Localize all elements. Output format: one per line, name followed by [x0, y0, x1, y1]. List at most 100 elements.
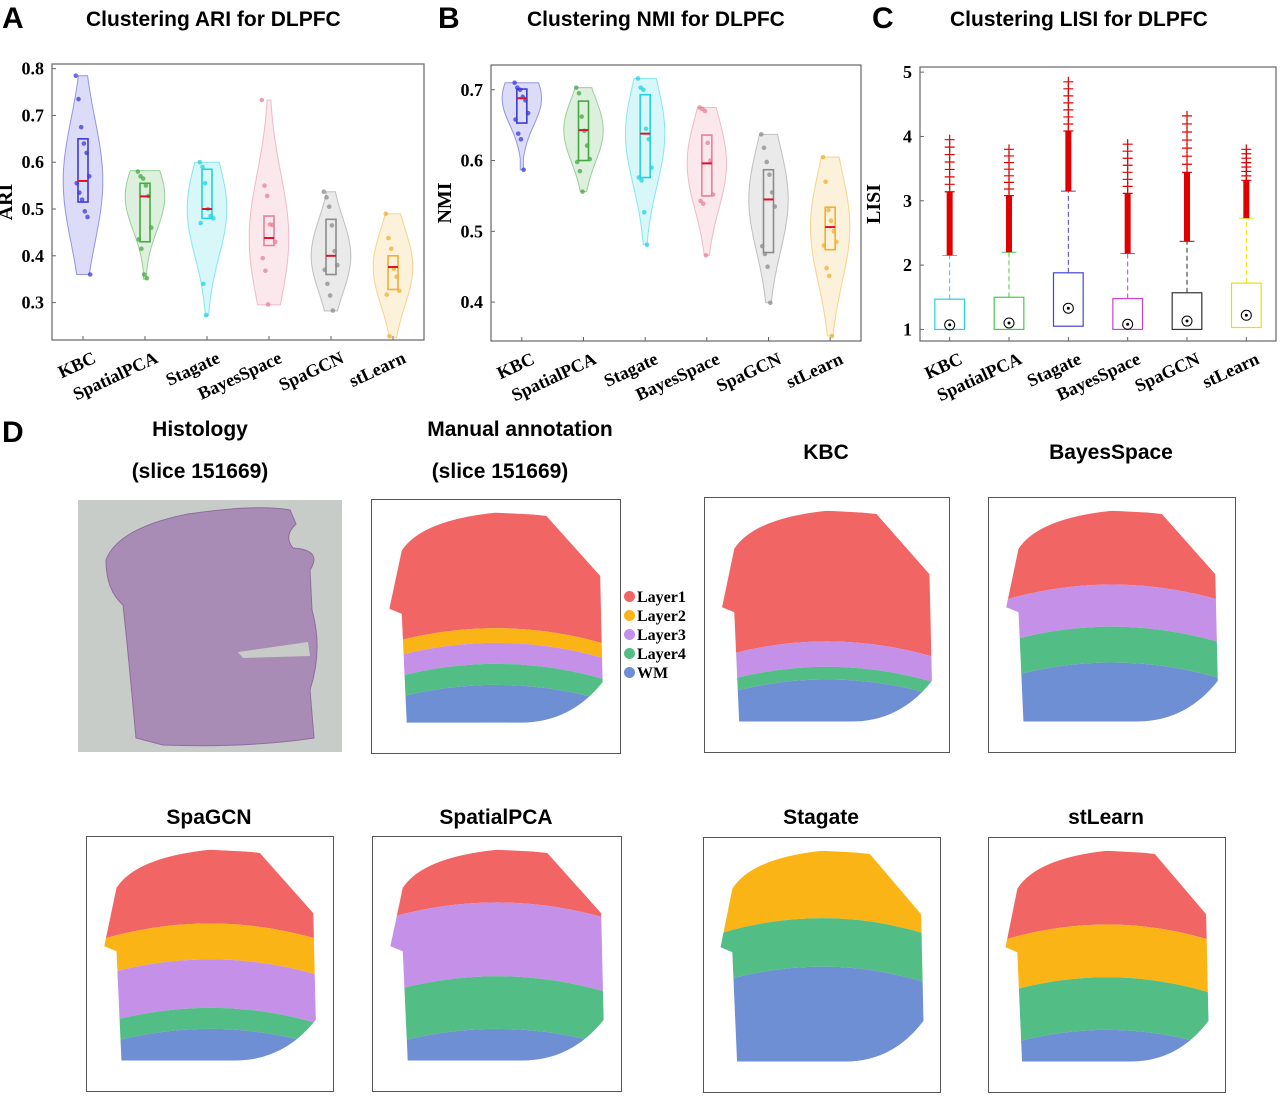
data-point [202, 180, 208, 186]
data-point [78, 124, 84, 130]
box-SpaGCN [762, 168, 775, 254]
histology-subtitle: (slice 151669) [131, 460, 269, 483]
spatial-map-spagcn [86, 836, 334, 1092]
map-title-spagcn: SpaGCN [166, 806, 252, 829]
data-point [79, 197, 85, 202]
violin-BayesSpace [686, 106, 728, 256]
data-point [829, 333, 835, 339]
histology-title: Histology [152, 418, 248, 441]
data-point [135, 169, 141, 174]
chart-title-lisi: Clustering LISI for DLPFC [950, 8, 1208, 31]
data-point [324, 195, 329, 200]
data-point [264, 193, 270, 199]
data-point [388, 246, 394, 252]
region [1005, 924, 1209, 998]
data-point [82, 209, 88, 214]
data-point [139, 246, 144, 252]
data-point [579, 114, 584, 119]
spatial-map-stlearn [988, 837, 1226, 1093]
y-tick-label: 0.3 [22, 293, 45, 313]
region [104, 1007, 316, 1050]
median-marker [944, 319, 956, 331]
panel-label-b: B [438, 2, 460, 35]
data-point [144, 275, 150, 281]
data-point [759, 132, 764, 137]
outliers-stLearn [1241, 144, 1252, 219]
data-point [761, 145, 767, 151]
panel-label-c: C [872, 2, 894, 35]
tissue-spots [1006, 510, 1218, 722]
region [389, 628, 603, 664]
violin-SpatialPCA [563, 87, 604, 193]
region [389, 684, 603, 723]
y-axis-label: ARI [0, 183, 17, 220]
box-SpaGCN [325, 218, 337, 276]
median-marker [1003, 317, 1015, 329]
data-point [826, 207, 831, 213]
layer-legend: Layer1 Layer2 Layer3 Layer4 WM [624, 588, 686, 683]
spatial-map-bayesspace [988, 497, 1236, 753]
data-point [515, 131, 521, 136]
data-point [635, 76, 641, 81]
region [1006, 626, 1218, 683]
median-dot [1066, 306, 1070, 310]
chart-title-ari: Clustering ARI for DLPFC [86, 8, 341, 31]
box-BayesSpace [263, 215, 275, 247]
y-tick-label: 2 [903, 255, 912, 275]
tissue-spots [720, 850, 924, 1062]
violin-SpaGCN [748, 133, 789, 304]
data-point [700, 201, 706, 207]
box-Stagate [1052, 272, 1084, 327]
data-point [321, 189, 327, 195]
legend-dot-icon [624, 610, 635, 621]
violin-KBC [62, 75, 104, 276]
region [720, 918, 924, 987]
outlier-mark [944, 134, 955, 145]
median-marker [1181, 315, 1193, 327]
outlier-mark [1063, 76, 1074, 87]
data-point [85, 214, 90, 220]
map-title-stagate: Stagate [783, 806, 859, 829]
box-KBC [77, 138, 89, 203]
manual-annotation-title: Manual annotation [427, 418, 613, 441]
tissue-spots [390, 849, 604, 1061]
data-point [580, 189, 585, 194]
data-point [140, 176, 146, 181]
data-point [765, 264, 770, 269]
data-point [203, 312, 209, 318]
data-point [141, 272, 147, 277]
data-point [259, 97, 265, 103]
violin-KBC [501, 82, 543, 171]
box-stLearn [1230, 282, 1262, 329]
y-tick-label: 0.6 [22, 152, 45, 172]
y-tick-label: 5 [903, 62, 912, 82]
legend-item: Layer3 [624, 626, 686, 645]
box-SpatialPCA [993, 296, 1025, 331]
tissue-section-icon [105, 507, 318, 747]
data-point [262, 183, 267, 188]
legend-item: WM [624, 664, 686, 683]
data-point [703, 253, 709, 258]
median-dot [1244, 313, 1248, 317]
data-point [764, 159, 769, 165]
histology-image [78, 500, 342, 752]
region [104, 849, 316, 944]
region [1006, 510, 1218, 605]
data-point [521, 167, 526, 173]
y-tick-label: 0.5 [461, 221, 484, 241]
box-Stagate [639, 93, 651, 179]
region [1006, 584, 1218, 647]
data-point [644, 242, 650, 248]
data-point [81, 141, 87, 146]
tissue-spots [1005, 850, 1209, 1062]
x-tick-label: SpaGCN [1132, 348, 1203, 395]
violin-BayesSpace [248, 99, 290, 306]
violin-stLearn [372, 213, 414, 339]
region [390, 849, 604, 923]
x-tick-label: stLearn [1199, 348, 1262, 391]
manual-annotation-map [371, 499, 621, 754]
region [1005, 977, 1209, 1051]
violin-Stagate [186, 161, 228, 317]
legend-item: Layer4 [624, 645, 686, 664]
